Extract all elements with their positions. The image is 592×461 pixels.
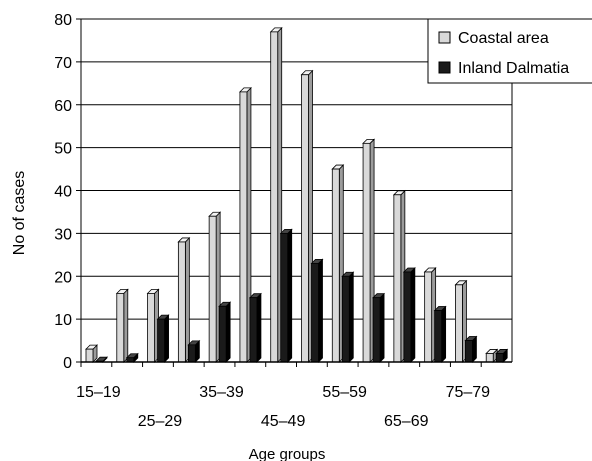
legend-box (427, 18, 592, 84)
x-tick-label: 45–49 (261, 413, 306, 430)
legend-swatch (438, 31, 451, 44)
bar-coastal (331, 164, 345, 363)
y-tick-label: 70 (54, 55, 72, 72)
legend-label: Coastal area (458, 30, 549, 47)
gridlines (81, 18, 512, 320)
bar-inland (341, 271, 355, 363)
bar-coastal (454, 279, 468, 363)
bar-coastal (362, 138, 376, 363)
bar-inland (402, 266, 416, 363)
bar-inland (248, 292, 262, 363)
x-tick-labels: 15–19 35–39 55–59 75–79 25–29 45–49 65–69 (76, 384, 490, 430)
x-axis-label: Age groups (249, 446, 326, 461)
bar-inland (218, 301, 232, 363)
bar-inland (187, 339, 201, 363)
bar-inland (310, 258, 324, 363)
x-tick-label: 55–59 (322, 384, 367, 401)
bar-inland (464, 335, 478, 363)
x-tick-label: 25–29 (138, 413, 183, 430)
bar-coastal (423, 266, 437, 363)
x-tick-label: 75–79 (446, 384, 491, 401)
y-tick-label: 10 (54, 312, 72, 329)
bar-coastal (269, 26, 283, 363)
bar-inland (125, 352, 139, 363)
legend: Coastal area Inland Dalmatia (427, 18, 592, 84)
y-tick-label: 80 (54, 12, 72, 29)
y-tick-label: 0 (63, 355, 72, 372)
bar-coastal (238, 86, 252, 363)
bar-coastal (115, 288, 129, 363)
legend-label: Inland Dalmatia (458, 60, 569, 77)
x-tick-label: 15–19 (76, 384, 121, 401)
y-tick-label: 30 (54, 226, 72, 243)
bar-coastal (85, 344, 98, 363)
bar-coastal (146, 288, 160, 363)
bar-series (85, 26, 509, 363)
bar-coastal (485, 348, 499, 363)
bar-inland (495, 348, 509, 363)
y-tick-label: 50 (54, 141, 72, 158)
x-tick-label: 65–69 (384, 413, 429, 430)
y-tick-labels: 0 10 20 30 40 50 60 70 80 (54, 12, 72, 372)
y-tick-label: 20 (54, 269, 72, 286)
legend-swatch (438, 61, 451, 74)
y-axis-label: No of cases (11, 171, 28, 255)
bar-inland (156, 314, 170, 363)
bar-coastal (392, 189, 406, 363)
bar-coastal (208, 211, 222, 363)
bar-inland (279, 228, 293, 363)
y-tick-label: 60 (54, 98, 72, 115)
bar-coastal (300, 69, 314, 363)
y-tick-label: 40 (54, 184, 72, 201)
x-tick-label: 35–39 (199, 384, 244, 401)
bar-inland (433, 305, 447, 363)
bar-coastal (177, 236, 191, 363)
bar-inland (372, 292, 386, 363)
